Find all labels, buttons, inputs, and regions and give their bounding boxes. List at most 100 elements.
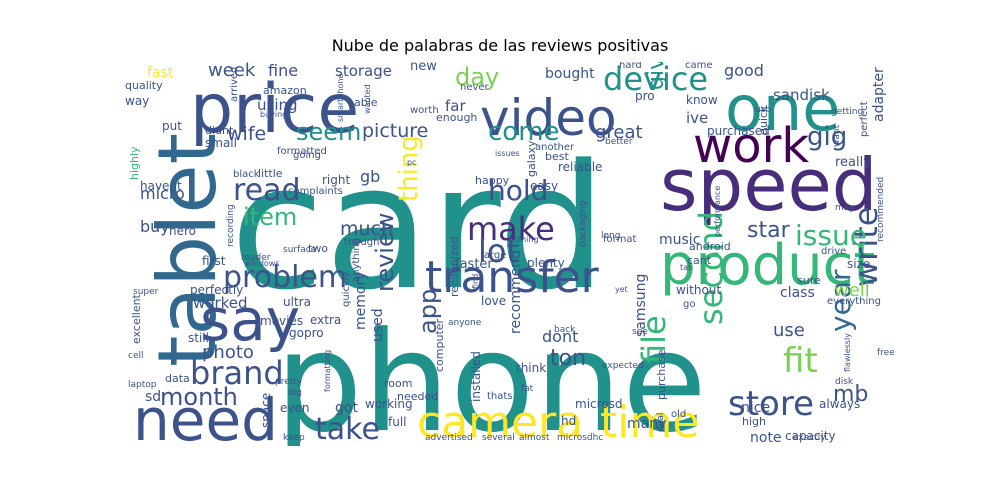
word-read: read (233, 173, 301, 208)
word-laptop: laptop (128, 380, 157, 390)
word-pro: pro (635, 89, 655, 103)
word-need: need (133, 386, 278, 446)
word-able: able (354, 96, 378, 109)
word-capacity: capacity (785, 429, 836, 443)
word-star: star (747, 218, 791, 243)
word-work: work (693, 118, 809, 174)
word-love: love (481, 294, 506, 308)
word-say: say (200, 286, 300, 354)
word-space: space (259, 393, 273, 428)
word-card: card (230, 127, 607, 328)
word-keep: keep (283, 433, 305, 443)
word-store: store (728, 384, 814, 424)
word-problem: problem (223, 260, 347, 295)
word-free: free (877, 348, 895, 358)
word-worked: worked (193, 294, 248, 312)
word-thing: thing (394, 135, 424, 202)
word-thats: thats (487, 391, 513, 402)
word-two: two (308, 242, 328, 255)
word-got: got (335, 400, 358, 416)
word-price: price (190, 70, 359, 149)
word-packaging: packaging (578, 201, 588, 247)
word-seem: seem (296, 118, 361, 146)
word-android: android (689, 240, 731, 253)
word-sandisk: sandisk (773, 86, 830, 104)
word-think: think (516, 361, 546, 375)
word-cloud: card phone tablet price one speed video product… (125, 62, 895, 446)
word-ton: ton (550, 346, 586, 371)
word-installed: installed (469, 351, 483, 402)
word-reader: reader (241, 253, 271, 263)
word-microsd: microsd (575, 397, 623, 411)
word-disk: disk (835, 377, 854, 387)
word-happy: happy (475, 174, 510, 187)
word-video: video (480, 89, 617, 147)
word-buying: buying (260, 110, 287, 119)
word-microsdhc: microsdhc (557, 433, 603, 443)
word-never: never (460, 82, 490, 93)
word-review: review (371, 213, 399, 292)
word-brand: brand (190, 354, 284, 392)
word-give: give (644, 62, 669, 90)
word-getting: getting (831, 107, 863, 117)
word-room: room (384, 377, 412, 390)
word-long: long (601, 231, 620, 241)
word-may: may (835, 203, 855, 213)
word-recommend: recommend (508, 250, 524, 334)
word-really: really (835, 155, 871, 170)
word-several: several (482, 433, 515, 443)
word-well: well (834, 280, 870, 301)
word-month: month (160, 383, 238, 411)
word-yet: yet (615, 285, 628, 294)
word-micro: micro (140, 184, 185, 203)
word-came: came (685, 62, 713, 71)
word-put: put (162, 119, 182, 133)
word-didnt: didnt (205, 124, 234, 137)
word-easy: easy (530, 179, 558, 193)
word-cell: cell (128, 351, 144, 361)
word-drive: drive (821, 246, 846, 257)
word-fit: fit (783, 341, 818, 381)
word-come: come (488, 117, 560, 147)
word-recommended: recommended (876, 177, 886, 242)
word-high: high (742, 415, 766, 428)
word-smartphone: smartphone (336, 74, 345, 122)
word-data: data (165, 372, 190, 385)
word-large: large (481, 250, 506, 261)
word-pretty: pretty (275, 377, 303, 387)
word-photo: photo (202, 342, 254, 363)
word-anything: anything (351, 238, 362, 282)
word-much: much (340, 218, 393, 240)
word-havent: havent (140, 179, 182, 193)
word-week: week (208, 62, 256, 81)
word-computer: computer (433, 318, 446, 372)
word-way: way (125, 94, 149, 108)
word-bought: bought (545, 66, 595, 82)
word-black: black (233, 169, 260, 180)
word-issues: issues (495, 149, 520, 158)
word-camera: camera (417, 397, 583, 446)
word-new: new (410, 62, 437, 74)
word-advertised: advertised (425, 433, 473, 443)
word-complaints: complaints (288, 186, 343, 197)
word-pc: pc (407, 158, 416, 167)
word-sure: sure (797, 274, 821, 287)
word-make: make (467, 210, 555, 248)
word-good: good (724, 62, 764, 80)
word-storage: storage (335, 62, 392, 80)
word-galaxy: galaxy (525, 140, 538, 177)
word-dual: dual (656, 413, 666, 432)
word-performance: performance (713, 186, 722, 237)
word-perfectly: perfectly (190, 283, 243, 297)
word-movies: movies (260, 314, 303, 328)
word-want: want (832, 124, 842, 147)
word-highly: highly (128, 146, 141, 180)
word-going: going (293, 150, 321, 161)
word-still: still (188, 331, 209, 345)
word-picture: picture (362, 120, 428, 142)
word-gig: gig (807, 122, 847, 152)
word-buy: buy (140, 217, 170, 236)
word-quick: quick (757, 105, 770, 135)
word-adapter: adapter (871, 67, 887, 122)
